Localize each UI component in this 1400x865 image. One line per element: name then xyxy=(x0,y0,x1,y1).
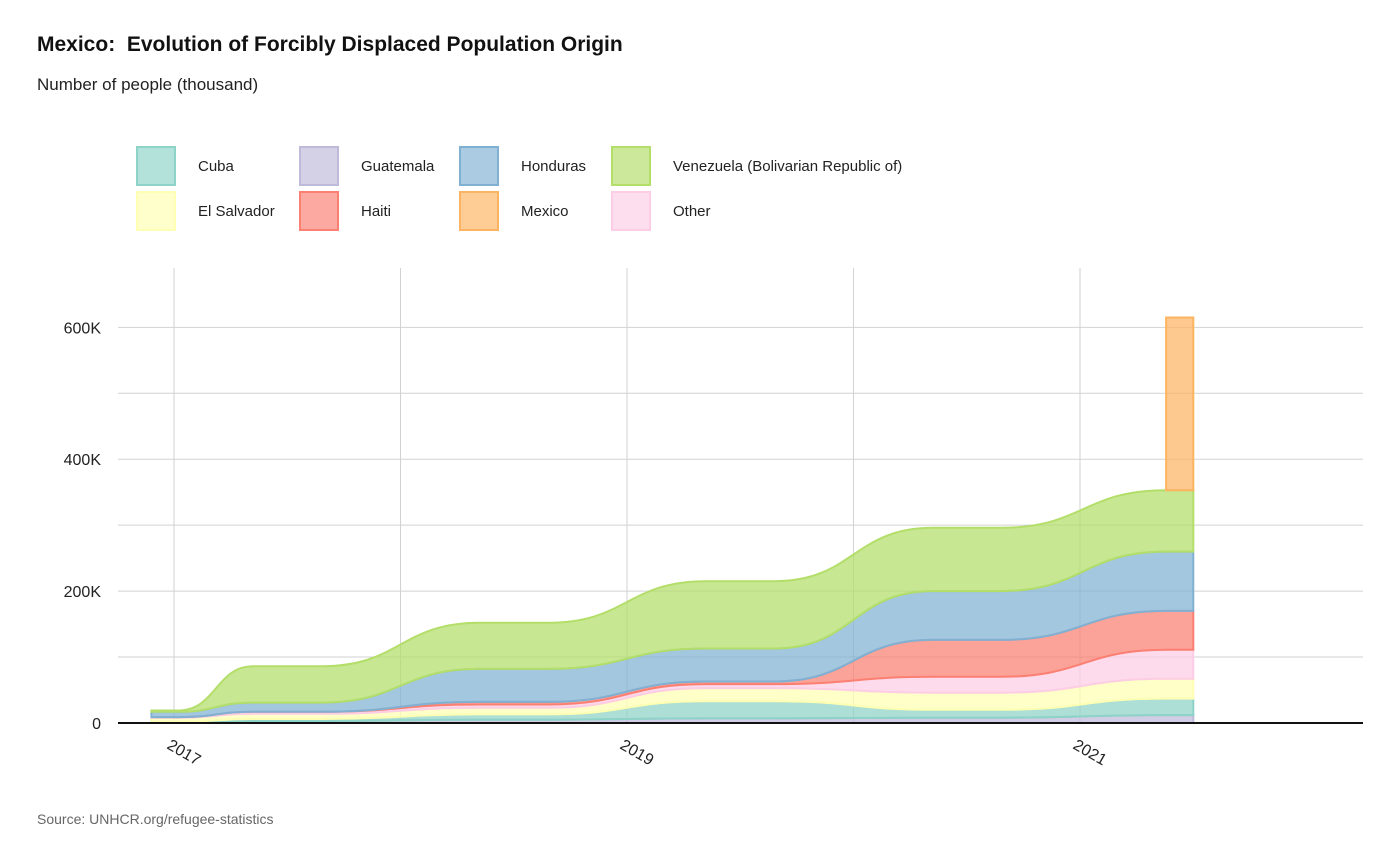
x-tick-label: 2019 xyxy=(617,737,656,770)
area-layers xyxy=(150,316,1195,724)
legend-item-other[interactable]: Other xyxy=(611,189,711,233)
legend-swatch-venezuela xyxy=(611,146,651,186)
y-tick-label: 200K xyxy=(64,584,102,601)
legend-swatch-honduras xyxy=(459,146,499,186)
legend-swatch-mexico xyxy=(459,191,499,231)
source-note: Source: UNHCR.org/refugee-statistics xyxy=(37,811,274,827)
legend-swatch-guatemala xyxy=(299,146,339,186)
legend-item-honduras[interactable]: Honduras xyxy=(459,144,586,188)
legend-item-venezuela[interactable]: Venezuela (Bolivarian Republic of) xyxy=(611,144,902,188)
legend-swatch-other xyxy=(611,191,651,231)
legend-item-el-salvador[interactable]: El Salvador xyxy=(136,189,275,233)
chart-subtitle: Number of people (thousand) xyxy=(37,75,259,94)
legend-swatch-haiti xyxy=(299,191,339,231)
legend-item-guatemala[interactable]: Guatemala xyxy=(299,144,434,188)
legend-label-guatemala: Guatemala xyxy=(361,157,435,175)
legend-swatch-cuba xyxy=(136,146,176,186)
chart-title: Mexico: Evolution of Forcibly Displaced … xyxy=(37,33,623,56)
x-tick-label: 2017 xyxy=(164,737,203,770)
area-series-mexico[interactable] xyxy=(1165,316,1195,492)
y-tick-labels: 0 200K 400K 600K xyxy=(64,320,102,733)
y-tick-label: 400K xyxy=(64,452,102,469)
legend-item-mexico[interactable]: Mexico xyxy=(459,189,569,233)
legend-item-haiti[interactable]: Haiti xyxy=(299,189,391,233)
chart-legend: Cuba El Salvador Guatemala Haiti Hondura… xyxy=(136,144,1036,236)
y-tick-label: 600K xyxy=(64,320,102,337)
legend-label-mexico: Mexico xyxy=(521,202,569,220)
y-tick-label: 0 xyxy=(92,716,101,733)
legend-label-cuba: Cuba xyxy=(198,157,234,175)
legend-label-el-salvador: El Salvador xyxy=(198,202,275,220)
legend-swatch-el-salvador xyxy=(136,191,176,231)
legend-label-venezuela: Venezuela (Bolivarian Republic of) xyxy=(673,157,903,175)
legend-label-haiti: Haiti xyxy=(361,202,392,220)
x-tick-label: 2021 xyxy=(1070,737,1109,770)
legend-label-other: Other xyxy=(673,202,711,220)
x-tick-labels: 2017 2019 2021 xyxy=(164,737,1109,770)
legend-item-cuba[interactable]: Cuba xyxy=(136,144,234,188)
legend-label-honduras: Honduras xyxy=(521,157,587,175)
